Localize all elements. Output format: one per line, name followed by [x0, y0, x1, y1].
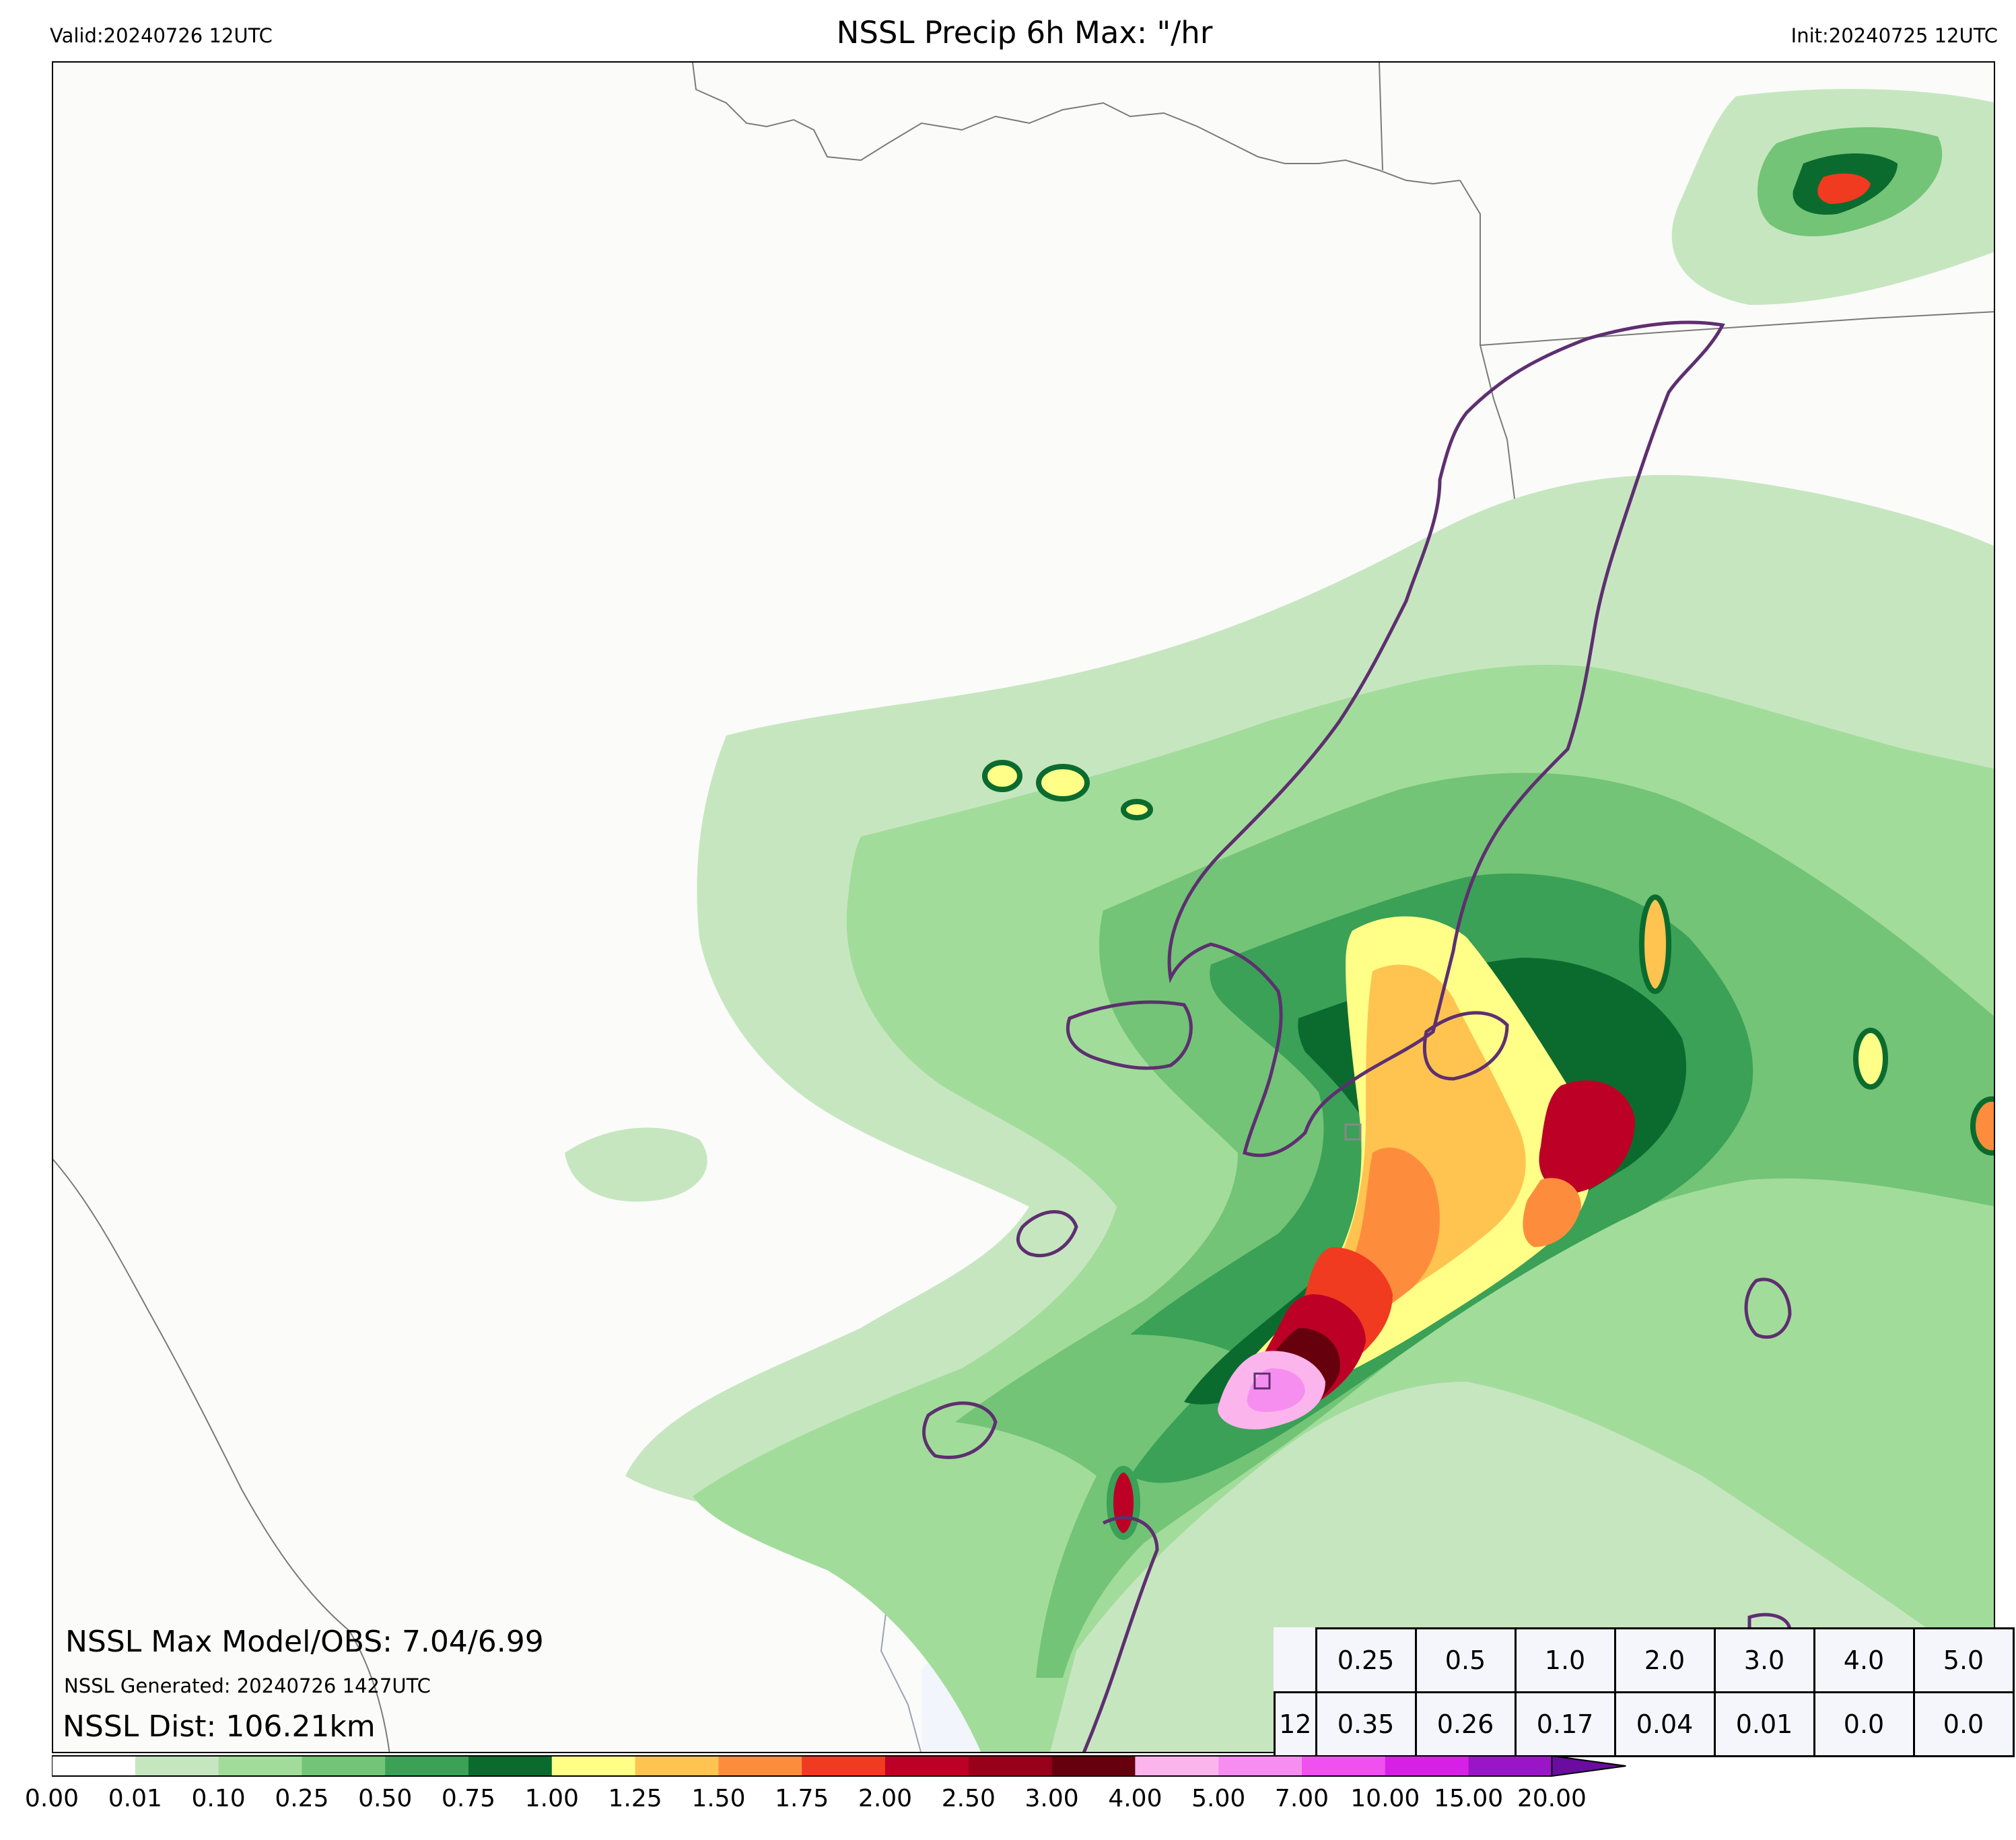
colorbar [52, 1755, 1626, 1777]
model-max-marker [1344, 1123, 1362, 1141]
valid-time-label: Valid:20240726 12UTC [50, 24, 273, 47]
colorbar-extend-arrow [1551, 1755, 1626, 1777]
colorbar-segment [1468, 1756, 1552, 1776]
colorbar-segment [551, 1756, 636, 1776]
map-title: NSSL Precip 6h Max: "/hr [836, 15, 1213, 50]
colorbar-segment [802, 1756, 886, 1776]
colorbar-tick-label: 7.00 [1274, 1785, 1329, 1812]
threshold-cell: 4.0 [1813, 1627, 1915, 1693]
threshold-cell: 0.5 [1414, 1627, 1517, 1693]
colorbar-tick-label: 0.00 [24, 1785, 79, 1812]
threshold-cell: 0.25 [1315, 1627, 1417, 1693]
colorbar-outline [52, 1755, 1552, 1777]
colorbar-tick-label: 10.00 [1350, 1785, 1420, 1812]
value-cell: 0.26 [1414, 1691, 1517, 1757]
threshold-cell: 2.0 [1613, 1627, 1716, 1693]
threshold-cell: 1.0 [1514, 1627, 1616, 1693]
threshold-table: 0.25 0.5 1.0 2.0 3.0 4.0 5.0 12 0.35 0.2… [1274, 1627, 2015, 1757]
colorbar-segment [718, 1756, 802, 1776]
precip-shading [565, 89, 1994, 1752]
colorbar-segment [1385, 1756, 1469, 1776]
map-canvas [53, 63, 1994, 1752]
colorbar-segment [52, 1756, 136, 1776]
colorbar-segment [1302, 1756, 1386, 1776]
colorbar-tick-label: 2.50 [941, 1785, 996, 1812]
colorbar-tick-label: 0.10 [191, 1785, 246, 1812]
colorbar-tick-label: 4.00 [1108, 1785, 1162, 1812]
row-label: 12 [1274, 1691, 1317, 1757]
colorbar-tick-label: 0.25 [275, 1785, 329, 1812]
colorbar-segment [635, 1756, 719, 1776]
colorbar-labels: 0.00 0.01 0.10 0.25 0.50 0.75 1.00 1.25 1.50 1.75… [0, 1785, 2016, 1825]
colorbar-segment [1135, 1756, 1219, 1776]
table-corner [1274, 1628, 1317, 1693]
colorbar-tick-label: 1.75 [775, 1785, 829, 1812]
colorbar-tick-label: 3.00 [1024, 1785, 1079, 1812]
threshold-cell: 5.0 [1912, 1627, 2015, 1693]
colorbar-tick-label: 1.50 [691, 1785, 746, 1812]
colorbar-segment [385, 1756, 469, 1776]
colorbar-tick-label: 1.25 [608, 1785, 662, 1812]
precip-map [52, 61, 1995, 1753]
value-cell: 0.0 [1813, 1691, 1915, 1757]
watch-outline [922, 320, 1792, 1752]
threshold-value-row: 12 0.35 0.26 0.17 0.04 0.01 0.0 0.0 [1274, 1691, 2015, 1757]
colorbar-tick-label: 2.00 [858, 1785, 913, 1812]
value-cell: 0.17 [1514, 1691, 1616, 1757]
colorbar-segment [135, 1756, 219, 1776]
colorbar-segment [218, 1756, 302, 1776]
colorbar-tick-label: 15.00 [1434, 1785, 1504, 1812]
generated-time-label: NSSL Generated: 20240726 1427UTC [64, 1674, 431, 1697]
colorbar-tick-label: 0.50 [358, 1785, 413, 1812]
value-cell: 0.35 [1315, 1691, 1417, 1757]
obs-max-marker [1253, 1372, 1271, 1390]
colorbar-segment [468, 1756, 553, 1776]
value-cell: 0.04 [1613, 1691, 1716, 1757]
threshold-cell: 3.0 [1713, 1627, 1815, 1693]
colorbar-tick-label: 20.00 [1517, 1785, 1587, 1812]
colorbar-segment [885, 1756, 969, 1776]
colorbar-segment [302, 1756, 386, 1776]
colorbar-tick-label: 5.00 [1191, 1785, 1246, 1812]
colorbar-tick-label: 1.00 [524, 1785, 579, 1812]
threshold-header-row: 0.25 0.5 1.0 2.0 3.0 4.0 5.0 [1274, 1627, 2015, 1693]
colorbar-segment [1218, 1756, 1302, 1776]
value-cell: 0.01 [1713, 1691, 1815, 1757]
colorbar-tick-label: 0.01 [108, 1785, 162, 1812]
colorbar-segment [1051, 1756, 1136, 1776]
colorbar-segment [968, 1756, 1053, 1776]
max-model-obs-label: NSSL Max Model/OBS: 7.04/6.99 [65, 1625, 544, 1659]
value-cell: 0.0 [1912, 1691, 2015, 1757]
distance-label: NSSL Dist: 106.21km [63, 1709, 376, 1744]
colorbar-tick-label: 0.75 [441, 1785, 496, 1812]
init-time-label: Init:20240725 12UTC [1791, 24, 1998, 47]
